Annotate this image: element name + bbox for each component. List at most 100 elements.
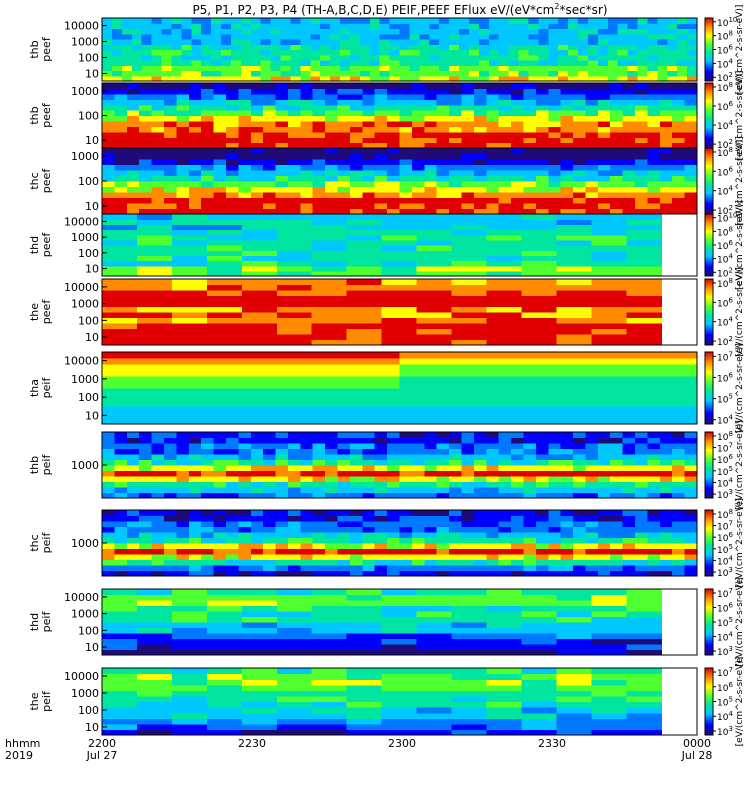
colorbar-tick-label: 104 — [717, 631, 733, 644]
heatmap-cell — [535, 120, 549, 127]
heatmap-cell — [436, 159, 450, 166]
heatmap-cell — [260, 33, 272, 40]
heatmap-cell — [300, 454, 314, 461]
heatmap-cell — [238, 120, 252, 127]
heatmap-cell — [597, 44, 609, 51]
x-date-label-jul27: Jul 27 — [86, 749, 118, 762]
heatmap-cell — [311, 611, 348, 618]
heatmap-cell — [573, 448, 586, 455]
heatmap-cell — [250, 126, 264, 133]
heatmap-cell — [473, 476, 487, 483]
heatmap-cell — [399, 432, 413, 439]
heatmap-cell — [610, 454, 624, 461]
heatmap-cell — [637, 28, 648, 35]
heatmap-cell — [102, 570, 115, 577]
heatmap-cell — [419, 382, 430, 389]
heatmap-cell — [206, 633, 243, 640]
heatmap-cell — [578, 28, 589, 35]
heatmap-cell — [151, 54, 163, 61]
heatmap-cell — [362, 515, 376, 522]
heatmap-cell — [591, 723, 627, 730]
heatmap-cell — [325, 192, 339, 199]
heatmap-cell — [346, 270, 383, 277]
y-tick-label: 100 — [78, 247, 99, 260]
heatmap-cell — [280, 60, 291, 66]
heatmap-cell — [548, 532, 562, 539]
heatmap-cell — [449, 142, 463, 149]
heatmap-cell — [468, 75, 480, 82]
heatmap-cell — [349, 448, 363, 455]
heatmap-cell — [102, 526, 115, 533]
heatmap-cell — [181, 75, 192, 82]
heatmap-cell — [647, 388, 658, 395]
heatmap-cell — [250, 70, 262, 77]
heatmap-cell — [131, 352, 143, 359]
heatmap-cell — [349, 532, 363, 539]
heatmap-cell — [461, 565, 475, 572]
y-tick-label: 1000 — [71, 36, 99, 49]
heatmap-cell — [461, 115, 475, 122]
heatmap-cell — [657, 370, 668, 377]
heatmap-cell — [226, 104, 239, 111]
heatmap-cell — [310, 65, 321, 72]
heatmap-cell — [677, 33, 688, 40]
heatmap-cell — [449, 418, 460, 425]
heatmap-cell — [617, 70, 629, 77]
heatmap-cell — [597, 131, 611, 138]
heatmap-cell — [647, 49, 658, 56]
heatmap-cell — [151, 443, 165, 450]
heatmap-cell — [548, 376, 559, 383]
heatmap-cell — [461, 510, 475, 517]
heatmap-cell — [597, 120, 611, 127]
heatmap-cell — [171, 229, 208, 236]
heatmap-cell — [399, 515, 413, 522]
heatmap-cell — [206, 245, 243, 251]
heatmap-cell — [201, 28, 212, 35]
heatmap-cell — [276, 239, 313, 246]
heatmap-cell — [287, 570, 301, 577]
heatmap-cell — [659, 115, 673, 122]
heatmap-cell — [362, 487, 376, 494]
heatmap-cell — [362, 115, 376, 122]
heatmap-cell — [411, 170, 425, 177]
heatmap-cell — [511, 192, 525, 199]
heatmap-cell — [325, 565, 339, 572]
heatmap-cell — [201, 358, 212, 365]
heatmap-cell — [449, 382, 460, 389]
heatmap-cell — [523, 476, 537, 483]
panels: 10100100010000thbpeef1021041061081010[eV… — [28, 5, 745, 747]
heatmap-cell — [429, 39, 440, 45]
heatmap-cell — [538, 54, 549, 61]
heatmap-cell — [275, 170, 289, 177]
heatmap-cell — [429, 400, 440, 407]
heatmap-cell — [275, 521, 289, 528]
heatmap-cell — [161, 18, 172, 24]
heatmap-cell — [102, 126, 115, 133]
heatmap-cell — [102, 148, 115, 155]
heatmap-cell — [473, 548, 487, 555]
heatmap-cell — [275, 142, 289, 149]
heatmap-cell — [164, 186, 177, 193]
heatmap-cell — [548, 142, 562, 149]
heatmap-cell — [188, 559, 202, 566]
heatmap-cell — [677, 39, 688, 45]
heatmap-cell — [523, 537, 537, 544]
heatmap-cell — [238, 510, 252, 517]
heatmap-cell — [287, 131, 301, 138]
heatmap-cell — [330, 400, 341, 407]
heatmap-cell — [275, 487, 289, 494]
colorbar-tick-label: 104 — [717, 57, 733, 70]
heatmap-cell — [535, 142, 549, 149]
heatmap-cell — [409, 358, 420, 365]
colorbar-tick-label: 104 — [717, 476, 733, 489]
heatmap-cell — [424, 104, 438, 111]
heatmap-cell — [548, 476, 562, 483]
heatmap-cell — [548, 437, 562, 444]
heatmap-cell — [171, 239, 208, 246]
heatmap-cell — [311, 594, 348, 601]
heatmap-cell — [523, 203, 537, 210]
heatmap-cell — [137, 616, 173, 623]
heatmap-cell — [349, 75, 361, 82]
heatmap-cell — [389, 33, 401, 40]
heatmap-cell — [164, 192, 177, 199]
